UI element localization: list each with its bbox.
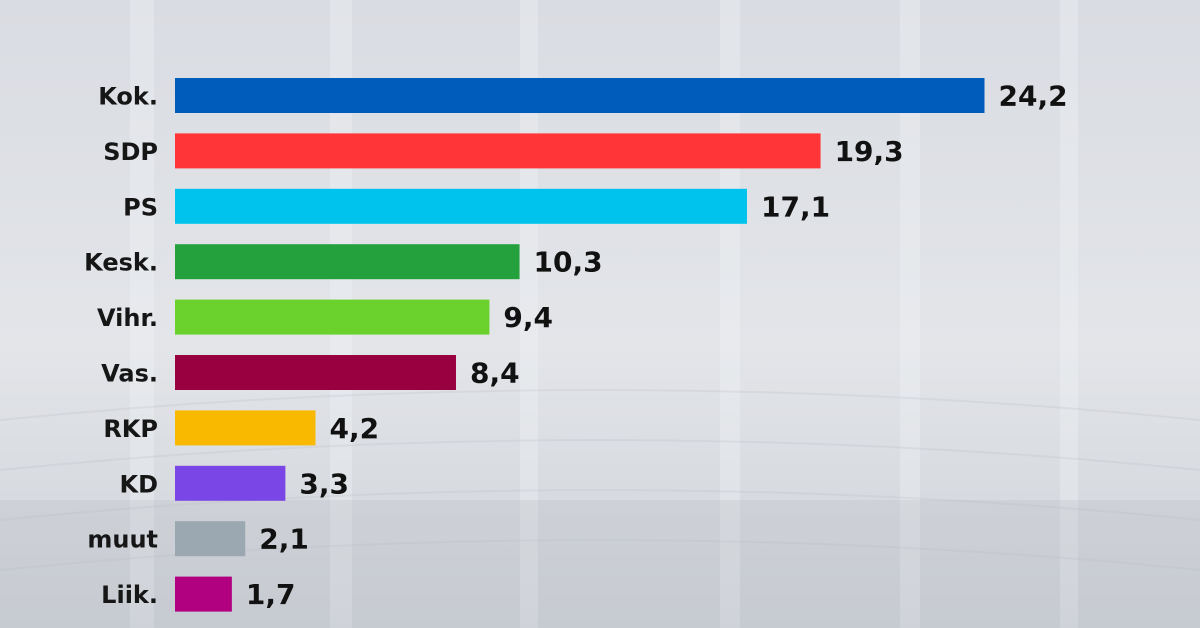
category-label: KD (119, 470, 158, 498)
category-label: SDP (103, 138, 158, 166)
value-label: 9,4 (503, 301, 553, 334)
category-label: Liik. (101, 581, 158, 609)
value-label: 4,2 (329, 412, 379, 445)
bar (175, 244, 520, 280)
value-label: 19,3 (835, 135, 904, 168)
bar (175, 78, 985, 113)
category-label: Vihr. (97, 304, 158, 332)
bar (175, 465, 286, 501)
category-label: Kok. (98, 83, 158, 111)
value-label: 8,4 (470, 357, 520, 390)
bar (175, 576, 232, 612)
category-label: Vas. (101, 360, 158, 388)
value-label: 24,2 (998, 80, 1067, 113)
value-label: 2,1 (259, 523, 309, 556)
category-label: RKP (103, 415, 158, 443)
category-label: muut (87, 526, 158, 554)
value-label: 17,1 (761, 190, 830, 223)
value-label: 1,7 (246, 578, 296, 611)
category-label: Kesk. (84, 249, 158, 277)
bars-group: Kok. 24,2 SDP 19,3 PS 17,1 Kesk. 10,3 Vihr. 9,4 Va… (84, 78, 1068, 612)
bar (175, 188, 747, 224)
bar (175, 299, 490, 335)
bar (175, 133, 821, 169)
value-label: 10,3 (534, 246, 603, 279)
bar (175, 410, 316, 446)
bar (175, 521, 246, 557)
bar (175, 355, 456, 390)
category-label: PS (123, 193, 158, 221)
value-label: 3,3 (299, 467, 349, 500)
